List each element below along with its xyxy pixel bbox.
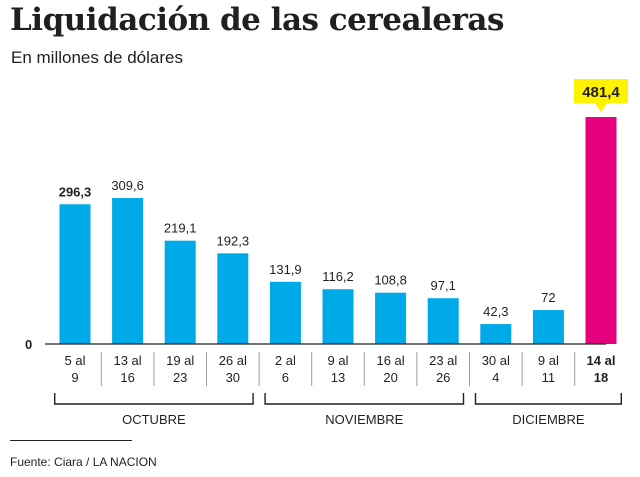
category-label-7-line-2: 20 [383,370,397,385]
category-label-1-line-1: 5 al [65,353,86,368]
value-label-6: 116,2 [322,269,354,284]
category-label-11-line-2: 18 [594,370,608,385]
highlight-callout-box [574,79,628,103]
group-label-3: DICIEMBRE [512,412,585,427]
category-label-5-line-2: 6 [282,370,289,385]
category-label-5-line-1: 2 al [275,353,296,368]
bar-1 [59,204,91,344]
group-bracket-1 [54,393,254,405]
group-bracket-2 [264,393,465,405]
category-label-11-line-1: 14 al [587,353,616,368]
category-label-3-line-2: 23 [173,370,187,385]
chart-subtitle: En millones de dólares [11,48,183,67]
bar-4 [217,253,249,344]
bar-11 [585,117,617,344]
bar-7 [375,292,407,344]
source-divider [10,440,132,441]
category-label-1-line-2: 9 [71,370,78,385]
bar-chart: 0 296,3 309,6 219,1 192,3 131,9 116,2 108,8 97,1… [25,79,628,427]
value-label-8: 97,1 [431,278,456,293]
bar-9 [480,324,512,344]
category-label-2-line-1: 13 al [113,353,141,368]
bar-6 [322,289,354,344]
category-label-6-line-2: 13 [331,370,345,385]
category-label-4-line-2: 30 [226,370,240,385]
zero-axis-label: 0 [25,337,32,352]
bar-10 [532,310,564,344]
category-label-6-line-1: 9 al [328,353,349,368]
category-label-8-line-2: 26 [436,370,450,385]
category-label-2-line-2: 16 [120,370,134,385]
category-label-8-line-1: 23 al [429,353,457,368]
category-label-9-line-2: 4 [492,370,499,385]
group-label-1: OCTUBRE [122,412,186,427]
value-label-4: 192,3 [217,233,250,248]
chart-title: Liquidación de las cerealeras [10,2,504,38]
value-label-7: 108,8 [374,273,407,288]
source-note: Fuente: Ciara / LA NACION [10,455,157,469]
category-label-10-line-2: 11 [542,370,556,385]
value-label-11: 481,4 [582,84,620,101]
category-label-9-line-1: 30 al [482,353,510,368]
bar-3 [164,240,196,344]
category-label-10-line-1: 9 al [538,353,559,368]
bar-2 [112,198,144,344]
bar-8 [427,298,459,344]
category-label-3-line-1: 19 al [166,353,194,368]
category-label-4-line-1: 26 al [219,353,247,368]
value-label-9: 42,3 [483,304,508,319]
value-label-3: 219,1 [164,221,197,236]
group-label-2: NOVIEMBRE [325,412,403,427]
bar-5 [269,281,301,344]
group-bracket-3 [474,393,622,405]
value-label-5: 131,9 [269,262,302,277]
highlight-callout-pointer [595,103,607,112]
value-label-1: 296,3 [59,184,92,199]
category-label-7-line-1: 16 al [376,353,404,368]
value-label-2: 309,6 [111,178,144,193]
value-label-10: 72 [541,290,555,305]
